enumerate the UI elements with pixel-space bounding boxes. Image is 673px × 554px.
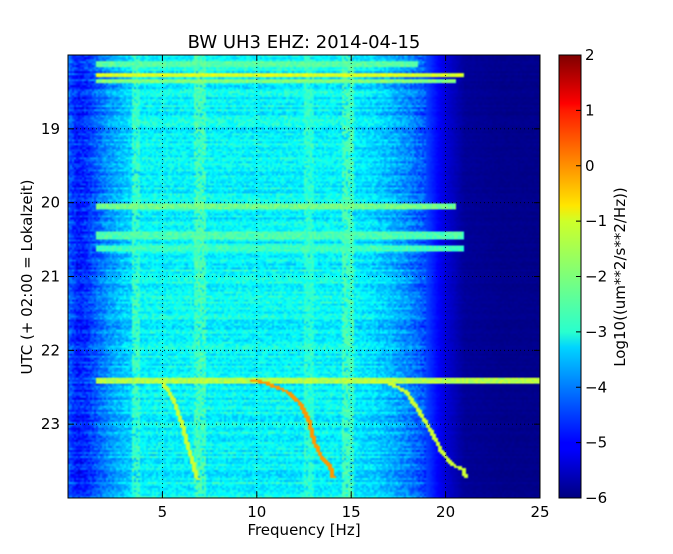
colorbar-tick-label: −1 xyxy=(585,212,607,230)
colorbar-tick-label: 1 xyxy=(585,101,595,119)
y-tick-label: 21 xyxy=(41,268,60,286)
chart-title: BW UH3 EHZ: 2014-04-15 xyxy=(188,32,421,53)
x-tick-label: 25 xyxy=(530,503,549,521)
plot-area xyxy=(68,55,540,498)
colorbar-tick-label: −4 xyxy=(585,378,607,396)
y-tick-label: 22 xyxy=(41,341,60,359)
colorbar-tick-label: −3 xyxy=(585,323,607,341)
x-tick-label: 5 xyxy=(158,503,168,521)
colorbar-tick-label: −5 xyxy=(585,434,607,452)
y-tick-label: 23 xyxy=(41,415,60,433)
colorbar-tick-label: 2 xyxy=(585,46,595,64)
y-axis-label: UTC (+ 02:00 = Lokalzeit) xyxy=(18,179,36,374)
colorbar-tick-label: 0 xyxy=(585,157,595,175)
colorbar-label: Log10((um**2/s**2/Hz)) xyxy=(611,187,629,367)
colorbar-tick-label: −6 xyxy=(585,489,607,507)
colorbar: 2 1 0 −1 −2 −3 −4 −5 −6 Log10((um**2/s**2/Hz)) xyxy=(558,46,629,507)
colorbar-tick-label: −2 xyxy=(585,268,607,286)
colorbar-ticks: 2 1 0 −1 −2 −3 −4 −5 −6 xyxy=(576,46,607,507)
x-tick-label: 15 xyxy=(342,503,361,521)
y-tick-label: 20 xyxy=(41,194,60,212)
x-tick-label: 10 xyxy=(247,503,266,521)
grid-lines xyxy=(68,55,540,498)
y-axis: 19 20 21 22 23 xyxy=(41,120,540,433)
x-tick-label: 20 xyxy=(436,503,455,521)
y-tick-label: 19 xyxy=(41,120,60,138)
x-axis: 5 10 15 20 25 xyxy=(158,55,550,521)
x-axis-label: Frequency [Hz] xyxy=(247,521,360,539)
